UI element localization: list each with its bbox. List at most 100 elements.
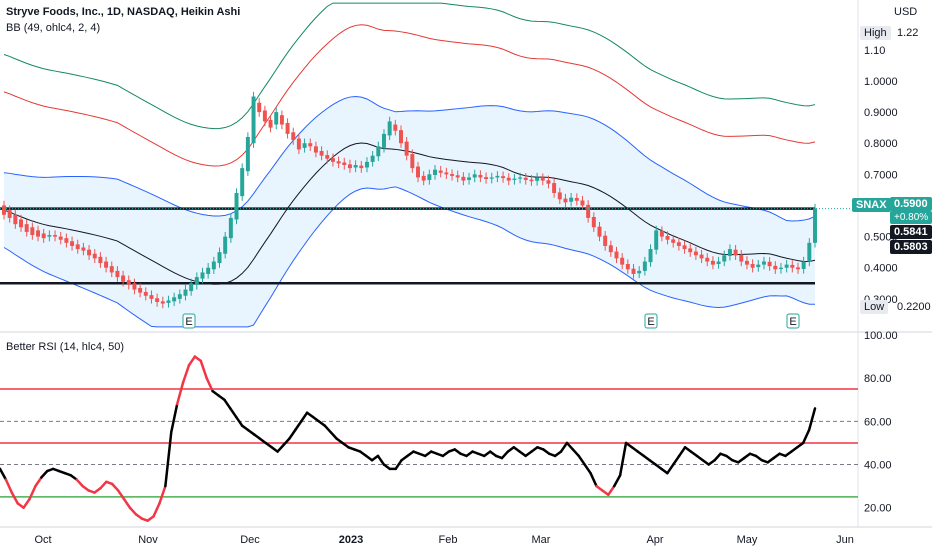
candle-body [228,217,233,239]
candle-body [132,283,137,290]
candle-body [274,112,279,125]
symbol-tag: SNAX [852,198,891,212]
candle-body [302,143,307,148]
candle-body [126,280,131,285]
time-tick-label: Apr [646,534,663,546]
rsi-line-segment [571,448,581,458]
candle-body [138,287,143,293]
candle-body [518,177,523,179]
candle-body [115,270,120,278]
candle-body [104,261,109,268]
rsi-line-segment [713,452,722,462]
candle-body [313,146,318,153]
candle-body [41,233,46,239]
candle-body [614,251,619,259]
candle-body [790,264,795,268]
rsi-line-segment [158,484,167,505]
rsi-line-segment [128,506,138,516]
candle-body [223,236,228,254]
rsi-line-segment [618,441,628,477]
candle-body [200,272,205,279]
candle-body [688,248,693,253]
candle-body [608,245,613,253]
rsi-line-segment [677,446,687,458]
candle-body [552,183,557,194]
rsi-line-segment [234,415,244,427]
candle-body [404,141,409,156]
candle-body [472,174,477,178]
candle-body [121,275,126,282]
candle-body [455,175,460,178]
candle-body [81,247,86,251]
candle-body [484,177,489,180]
candle-body [376,146,381,157]
rsi-line-segment [10,491,19,505]
candle-body [364,161,369,168]
price-tick-label: 1.10 [864,45,885,57]
candle-body [149,295,154,299]
rsi-line-segment [22,497,31,509]
candle-body [739,254,744,262]
candle-body [699,254,704,259]
earnings-marker-label: E [185,316,192,328]
candle-body [665,235,670,240]
candle-body [501,176,506,179]
candle-body [262,110,267,122]
candle-body [603,235,608,246]
candle-body [58,236,63,240]
candle-body [705,257,710,262]
level1-tag: 0.5841 [890,225,932,239]
rsi-line-segment [40,469,49,479]
candle-body [807,242,812,262]
candle-body [744,260,749,265]
candle-body [563,198,568,203]
candle-body [194,277,199,285]
time-tick-label: Mar [532,534,551,546]
candle-body [53,235,58,237]
rsi-line-segment [276,443,285,453]
bb-fill [4,96,815,327]
rsi-line-segment [288,428,297,440]
candle-body [308,143,313,147]
rsi-line-segment [577,454,586,466]
candle-body [7,210,12,218]
candle-body [467,177,472,180]
candle-body [540,178,545,181]
high-label: High [864,27,887,39]
candle-body [251,96,256,144]
earnings-marker-0 [182,313,196,329]
low-value: 0.2200 [897,301,931,313]
rsi-tick-label: 80.00 [864,373,892,385]
candle-body [659,231,664,237]
rsi-tick-label: 60.00 [864,416,892,428]
price-tick-label: 0.8000 [864,138,898,150]
bb-indicator-label[interactable]: BB (49, ohlc4, 2, 4) [6,22,101,34]
rsi-line-segment [801,428,811,445]
rsi-line-segment [565,441,575,451]
candle-body [70,241,75,246]
candle-body [166,300,171,303]
candle-body [433,169,438,175]
candle-body [682,245,687,250]
time-tick-label: Jun [836,534,854,546]
low-label: Low [864,301,885,313]
candle-body [761,261,766,265]
candle-body [693,251,698,256]
rsi-line-segment [75,478,84,488]
rsi-line-segment [28,484,37,501]
rsi-tick-label: 20.00 [864,503,892,515]
rsi-indicator-label[interactable]: Better RSI (14, hlc4, 50) [6,341,124,353]
candle-body [87,249,92,256]
candle-body [245,136,250,172]
time-tick-label: Dec [240,534,260,546]
candle-body [410,154,415,169]
candle-body [478,174,483,178]
rsi-line-segment [559,441,569,453]
rsi-line-segment [152,502,161,518]
candle-body [177,294,182,299]
rsi-line-segment [116,489,126,501]
bb-basis [3,142,816,285]
rsi-line-segment [394,458,403,471]
